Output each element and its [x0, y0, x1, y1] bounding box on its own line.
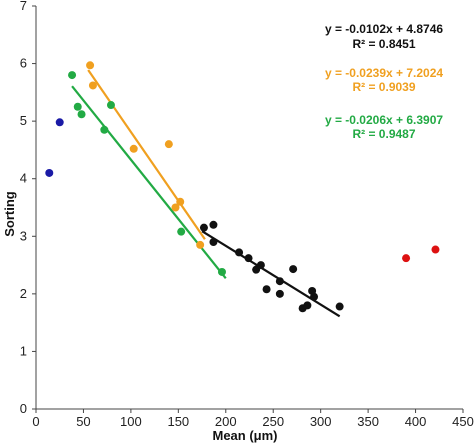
data-point	[262, 285, 271, 294]
y-axis-title: Sorting	[2, 191, 17, 237]
x-tick-label: 350	[357, 414, 379, 429]
data-point	[177, 227, 186, 236]
data-point	[45, 168, 54, 177]
y-tick-label: 6	[20, 56, 27, 71]
regression-equation: y = -0.0206x + 6.3907	[325, 113, 443, 127]
y-tick-label: 0	[20, 401, 27, 416]
data-point	[86, 61, 95, 70]
x-tick-label: 250	[262, 414, 284, 429]
data-point	[55, 118, 64, 127]
data-point	[244, 254, 253, 263]
x-tick-label: 400	[405, 414, 427, 429]
data-point	[129, 144, 138, 153]
data-point	[164, 140, 173, 149]
x-tick-label: 50	[76, 414, 90, 429]
x-tick-label: 450	[452, 414, 474, 429]
data-points	[45, 61, 440, 313]
data-point	[431, 245, 440, 254]
data-point	[256, 261, 265, 270]
data-point	[88, 81, 97, 90]
data-point	[217, 267, 226, 276]
trend-line	[87, 69, 206, 240]
data-point	[171, 203, 180, 212]
x-axis-title: Mean (μm)	[212, 428, 277, 443]
data-point	[275, 277, 284, 286]
data-point	[209, 220, 218, 229]
data-point	[209, 238, 218, 247]
data-point	[303, 301, 312, 310]
data-point	[199, 223, 208, 232]
data-point	[77, 110, 86, 119]
x-tick-label: 300	[310, 414, 332, 429]
y-tick-label: 5	[20, 113, 27, 128]
r-squared-label: R² = 0.9039	[352, 80, 415, 94]
data-point	[235, 248, 244, 257]
axes: 0 50 100 150 200 250 300 350 400 450 0 1 2 3 4 5 6 7	[20, 0, 474, 429]
x-tick-label: 150	[167, 414, 189, 429]
y-tick-label: 3	[20, 228, 27, 243]
data-point	[68, 71, 77, 80]
data-point	[176, 197, 185, 206]
data-point	[310, 292, 319, 301]
y-tick-label: 4	[20, 171, 27, 186]
data-point	[275, 289, 284, 298]
r-squared-label: R² = 0.9487	[352, 127, 415, 141]
y-tick-label: 1	[20, 343, 27, 358]
r-squared-label: R² = 0.8451	[352, 37, 415, 51]
data-point	[402, 254, 411, 263]
y-tick-label: 2	[20, 286, 27, 301]
data-point	[196, 240, 205, 249]
data-point	[335, 302, 344, 311]
data-point	[73, 102, 82, 111]
data-point	[100, 125, 109, 134]
x-tick-label: 100	[120, 414, 142, 429]
x-tick-label: 200	[215, 414, 237, 429]
trend-line	[201, 230, 341, 318]
x-tick-label: 0	[32, 414, 39, 429]
trend-line	[71, 85, 227, 279]
regression-equation: y = -0.0102x + 4.8746	[325, 22, 443, 36]
y-tick-label: 7	[20, 0, 27, 13]
data-point	[289, 265, 298, 274]
data-point	[106, 101, 115, 110]
regression-equation: y = -0.0239x + 7.2024	[325, 66, 443, 80]
